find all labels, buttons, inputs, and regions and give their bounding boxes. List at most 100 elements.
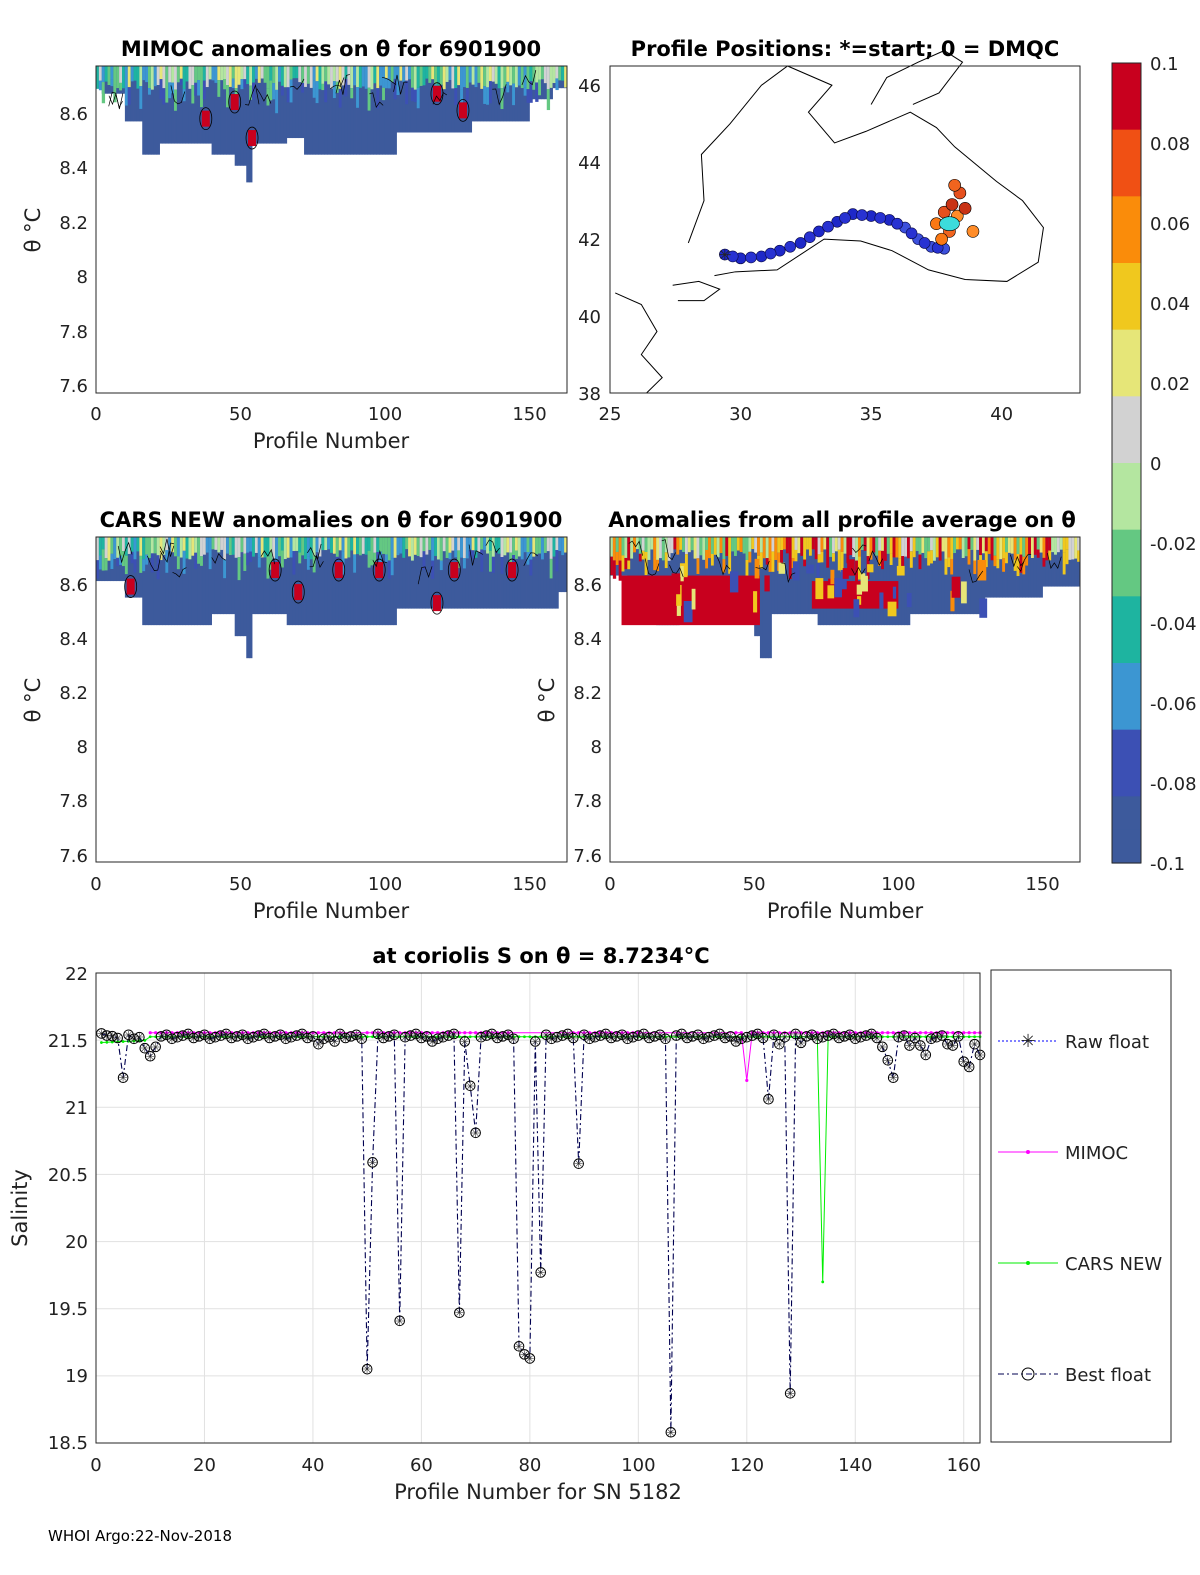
- best-float-marker: [719, 1032, 731, 1044]
- heatmap-cell: [298, 66, 302, 83]
- heatmap-cell: [517, 537, 522, 557]
- heatmap-cell: [526, 66, 530, 90]
- heatmap-cell: [564, 66, 568, 88]
- heatmap-cell: [431, 66, 435, 133]
- heatmap-cell: [408, 537, 412, 609]
- heatmap-cell: [670, 537, 674, 554]
- heatmap-cell: [751, 537, 755, 550]
- heatmap-cell: [1074, 537, 1078, 559]
- heatmap-contour: [245, 84, 260, 106]
- raw-float-marker: ✳: [482, 1030, 491, 1043]
- heatmap-cell: [462, 537, 467, 609]
- heatmap-cell: [857, 537, 862, 557]
- track-marker: [813, 225, 825, 238]
- heatmap-cell: [413, 89, 418, 103]
- heatmap-cell: [205, 537, 210, 626]
- heatmap-cell: [217, 80, 221, 97]
- heatmap-cell: [252, 66, 256, 83]
- heatmap-cell: [529, 66, 533, 82]
- raw-float-marker: ✳: [720, 1032, 729, 1045]
- heatmap-cell: [771, 551, 775, 572]
- heatmap-cell: [306, 66, 311, 155]
- heatmap-cell: [382, 537, 386, 626]
- raw-float-marker: ✳: [867, 1028, 876, 1041]
- heatmap-red-spot: [248, 130, 257, 147]
- raw-float-marker: ✳: [406, 1030, 415, 1043]
- heatmap-cell: [341, 537, 345, 626]
- cars-point: [132, 1039, 136, 1043]
- heatmap-cell: [393, 66, 397, 79]
- mimoc-point: [880, 1031, 884, 1035]
- raw-float-marker: ✳: [693, 1029, 702, 1042]
- heatmap-cell: [101, 537, 106, 550]
- best-float-marker: [529, 1036, 541, 1047]
- heatmap-cell: [930, 537, 934, 615]
- heatmap-cell: [335, 66, 340, 155]
- heatmap-contour: [1010, 554, 1025, 568]
- heatmap-cell: [387, 560, 392, 579]
- best-float-marker: [963, 1061, 975, 1073]
- raw-float-marker: ✳: [205, 1033, 214, 1046]
- heatmap-cell: [384, 78, 389, 89]
- heatmap-cell: [731, 537, 735, 552]
- best-float-marker: [698, 1033, 709, 1045]
- mimoc-point: [436, 1031, 440, 1035]
- heatmap-cell: [275, 66, 279, 90]
- salinity-xticks: 0 20 40 60 80 100 120 140 160: [90, 1455, 981, 1476]
- best-float-marker: [774, 1038, 785, 1050]
- best-float-marker: [947, 1040, 959, 1051]
- heatmap-cell: [171, 537, 175, 626]
- raw-float-marker: ✳: [238, 1029, 247, 1042]
- heatmap-cell: [517, 66, 522, 122]
- heatmap-cell: [494, 537, 499, 609]
- raw-float-marker: ✳: [775, 1038, 784, 1051]
- heatmap-cell: [133, 66, 137, 81]
- cars-point: [913, 1035, 917, 1039]
- heatmap-cell: [759, 537, 764, 553]
- heatmap-cell: [350, 88, 354, 99]
- raw-float-marker: ✳: [108, 1030, 117, 1043]
- heatmap-cell: [231, 66, 236, 79]
- heatmap-cell: [356, 66, 360, 155]
- heatmap-cell: [947, 557, 951, 568]
- heatmap-cell: [753, 591, 758, 613]
- heatmap-cell: [396, 66, 400, 133]
- cars-point: [100, 1041, 103, 1044]
- heatmap-cell: [849, 537, 853, 556]
- heatmap-cell: [413, 537, 418, 555]
- heatmap-cell: [228, 537, 233, 615]
- raw-float-marker: ✳: [590, 1031, 599, 1044]
- heatmap-cell: [211, 537, 215, 550]
- heatmap-cell: [269, 66, 273, 81]
- heatmap-cell: [324, 537, 328, 551]
- raw-float-marker: ✳: [146, 1050, 155, 1063]
- allavg-xtick: 50: [743, 874, 766, 895]
- heatmap-cell: [546, 537, 551, 552]
- heatmap-cell: [457, 537, 461, 609]
- heatmap-cell: [477, 66, 481, 83]
- raw-float-marker: ✳: [769, 1029, 778, 1042]
- panel-map: Profile Positions: *=start; 0 = DMQC ✳ 2…: [578, 37, 1081, 425]
- best-float-marker: [383, 1031, 395, 1042]
- heatmap-cell: [506, 537, 510, 609]
- mimoc-point: [886, 1031, 890, 1035]
- raw-float-marker: ✳: [401, 1031, 410, 1044]
- heatmap-cell: [263, 537, 267, 558]
- raw-float-marker: ✳: [373, 1028, 382, 1041]
- heatmap-cell: [136, 66, 140, 89]
- heatmap-cell: [318, 66, 322, 155]
- raw-float-marker: ✳: [232, 1030, 241, 1043]
- heatmap-cell: [142, 66, 146, 155]
- best-float-marker: [551, 1031, 563, 1043]
- legend-raw-marker: ✳: [1020, 1031, 1035, 1052]
- raw-float-marker: ✳: [124, 1029, 133, 1042]
- heatmap-cell: [627, 560, 631, 570]
- heatmap-cell: [257, 537, 262, 615]
- heatmap-cell: [996, 537, 1000, 560]
- heatmap-cell: [990, 537, 994, 598]
- mimoc-point: [891, 1031, 895, 1035]
- heatmap-cell: [454, 66, 458, 89]
- heatmap-cell: [335, 66, 340, 82]
- panel-allavg: Anomalies from all profile average on θ …: [535, 508, 1081, 923]
- best-float-marker: [638, 1028, 650, 1040]
